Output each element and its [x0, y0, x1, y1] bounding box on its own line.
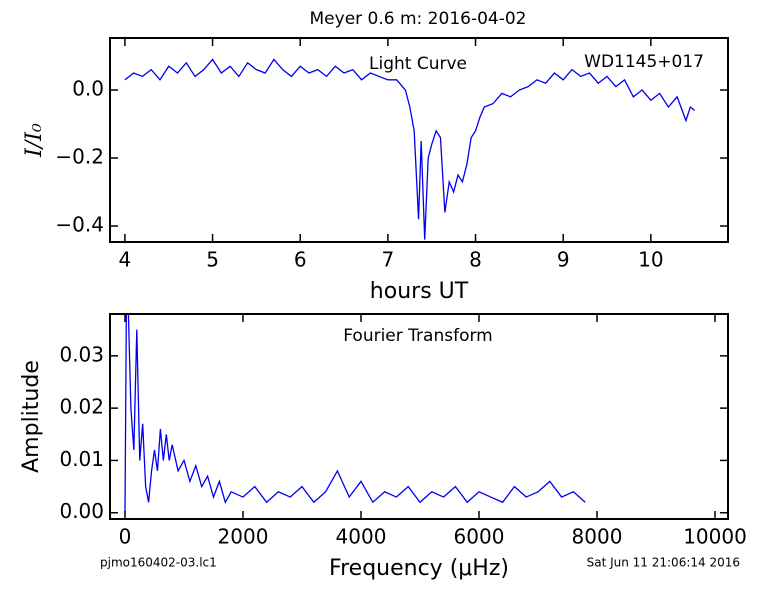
x-tick-label: 10000 — [683, 525, 747, 549]
footer-date: Sat Jun 11 21:06:14 2016 — [587, 556, 740, 570]
annotation: Fourier Transform — [343, 326, 492, 346]
x-tick-label: 8000 — [572, 525, 623, 549]
y-tick-label: 0.01 — [59, 447, 104, 471]
y-tick-label: 0.02 — [59, 395, 104, 419]
annotation: WD1145+017 — [584, 52, 704, 72]
x-tick-label: 0 — [119, 525, 132, 549]
x-tick-label: 4000 — [336, 525, 387, 549]
y-tick-label: −0.4 — [55, 213, 104, 237]
x-axis-label: hours UT — [370, 279, 469, 304]
figure-title: Meyer 0.6 m: 2016-04-02 — [310, 9, 527, 29]
x-axis-label: Frequency (μHz) — [329, 556, 509, 581]
footer-file: pjmo160402-03.lc1 — [100, 556, 217, 570]
data-line — [124, 58, 696, 240]
x-tick-label: 10 — [638, 248, 663, 272]
annotation: Light Curve — [369, 54, 467, 74]
x-tick-label: 6000 — [454, 525, 505, 549]
x-tick-label: 8 — [469, 248, 482, 272]
axes-frame — [109, 37, 729, 243]
axes-frame — [109, 313, 729, 520]
x-tick-label: 2000 — [218, 525, 269, 549]
x-tick-label: 9 — [557, 248, 570, 272]
x-tick-label: 5 — [206, 248, 219, 272]
x-tick-label: 6 — [294, 248, 307, 272]
y-axis-label: Amplitude — [19, 360, 44, 473]
y-axis-label: I/I₀ — [22, 123, 47, 158]
y-tick-label: 0.03 — [59, 342, 104, 366]
y-tick-label: 0.00 — [59, 499, 104, 523]
y-tick-label: 0.0 — [72, 77, 104, 101]
data-line — [124, 314, 586, 513]
x-tick-label: 4 — [119, 248, 132, 272]
x-tick-label: 7 — [382, 248, 395, 272]
y-tick-label: −0.2 — [55, 145, 104, 169]
